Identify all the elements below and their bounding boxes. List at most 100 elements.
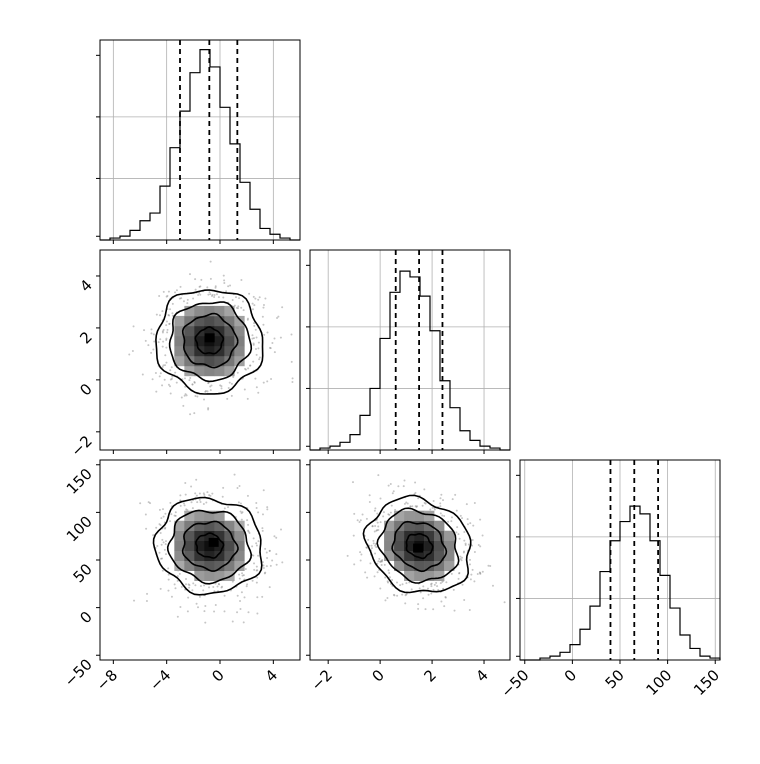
scatter-point [268, 346, 271, 349]
scatter-point [255, 353, 258, 356]
scatter-point [147, 344, 150, 347]
density-cell [414, 550, 425, 562]
scatter-point [217, 583, 220, 586]
histogram-bar-outline [520, 505, 721, 661]
scatter-point [386, 580, 389, 583]
scatter-point [190, 501, 193, 504]
panel-content [128, 260, 294, 416]
scatter-point [261, 529, 264, 532]
contour-line [362, 494, 472, 594]
scatter-point [165, 337, 168, 340]
scatter-point [456, 526, 459, 529]
scatter-point [209, 293, 212, 296]
scatter-point [257, 554, 260, 557]
scatter-point [255, 544, 258, 547]
density-cell [174, 540, 185, 552]
scatter-point [439, 512, 442, 515]
scatter-point [242, 574, 245, 577]
scatter-point [207, 408, 210, 411]
scatter-point [376, 571, 379, 574]
scatter-point [223, 594, 226, 597]
scatter-point [406, 502, 409, 505]
scatter-point [443, 605, 446, 608]
scatter-point [390, 504, 393, 507]
scatter-point [430, 583, 433, 586]
density-cell [234, 315, 245, 327]
scatter-point [170, 366, 173, 369]
scatter-point [194, 584, 197, 587]
density-cell [184, 355, 195, 367]
scatter-point [174, 291, 177, 294]
scatter-point [414, 481, 417, 484]
scatter-point [433, 583, 436, 586]
scatter-point [409, 505, 412, 508]
scatter-point [263, 333, 266, 336]
scatter-point [469, 522, 472, 525]
scatter-point [162, 364, 165, 367]
histogram-bar-outline [100, 49, 300, 241]
scatter-point [472, 524, 475, 527]
scatter-panel-0 [99, 249, 301, 451]
scatter-point [164, 526, 167, 529]
scatter-point [479, 572, 482, 575]
density-cell [214, 520, 225, 532]
density-cell [224, 520, 235, 532]
scatter-point [394, 508, 397, 511]
scatter-point [243, 596, 246, 599]
density-cell [194, 315, 205, 327]
scatter-point [206, 491, 209, 494]
scatter-point [195, 494, 198, 497]
scatter-point [417, 497, 420, 500]
scatter-point [184, 481, 187, 484]
scatter-point [452, 588, 455, 591]
scatter-point [387, 513, 390, 516]
density-peak-cell [208, 537, 219, 547]
scatter-point [388, 513, 391, 516]
scatter-point [234, 296, 237, 299]
x-tick-label: 2 [420, 666, 439, 685]
x-tick-label: −4 [146, 666, 174, 694]
scatter-point [174, 514, 177, 517]
scatter-point [199, 293, 202, 296]
scatter-point [176, 575, 179, 578]
scatter-point [379, 587, 382, 590]
scatter-point [254, 328, 257, 331]
scatter-point [227, 285, 230, 288]
scatter-point [253, 322, 256, 325]
scatter-point [155, 390, 158, 393]
scatter-point [439, 505, 442, 508]
scatter-point [255, 386, 258, 389]
scatter-point [252, 537, 255, 540]
scatter-point [145, 600, 148, 603]
scatter-point [163, 527, 166, 530]
scatter-point [161, 330, 164, 333]
scatter-point [479, 545, 482, 548]
density-cell [234, 530, 245, 542]
scatter-point [184, 385, 187, 388]
scatter-point [159, 532, 162, 535]
density-cell [424, 530, 435, 542]
scatter-point [439, 502, 442, 505]
scatter-point [203, 610, 206, 613]
scatter-point [230, 394, 233, 397]
scatter-point [208, 291, 211, 294]
y-tick-label: 2 [76, 328, 95, 347]
scatter-point [167, 573, 170, 576]
scatter-point [447, 520, 450, 523]
scatter-point [165, 338, 168, 341]
scatter-point [376, 512, 379, 515]
scatter-point [223, 507, 226, 510]
scatter-point [403, 502, 406, 505]
scatter-point [198, 285, 201, 288]
scatter-point [165, 361, 168, 364]
scatter-point [422, 597, 425, 600]
density-cell [394, 530, 405, 542]
scatter-point [167, 589, 170, 592]
scatter-point [161, 557, 164, 560]
scatter-point [455, 531, 458, 534]
scatter-point [262, 304, 265, 307]
scatter-point [470, 573, 473, 576]
scatter-point [367, 538, 370, 541]
scatter-point [228, 381, 231, 384]
density-cell [184, 335, 195, 347]
